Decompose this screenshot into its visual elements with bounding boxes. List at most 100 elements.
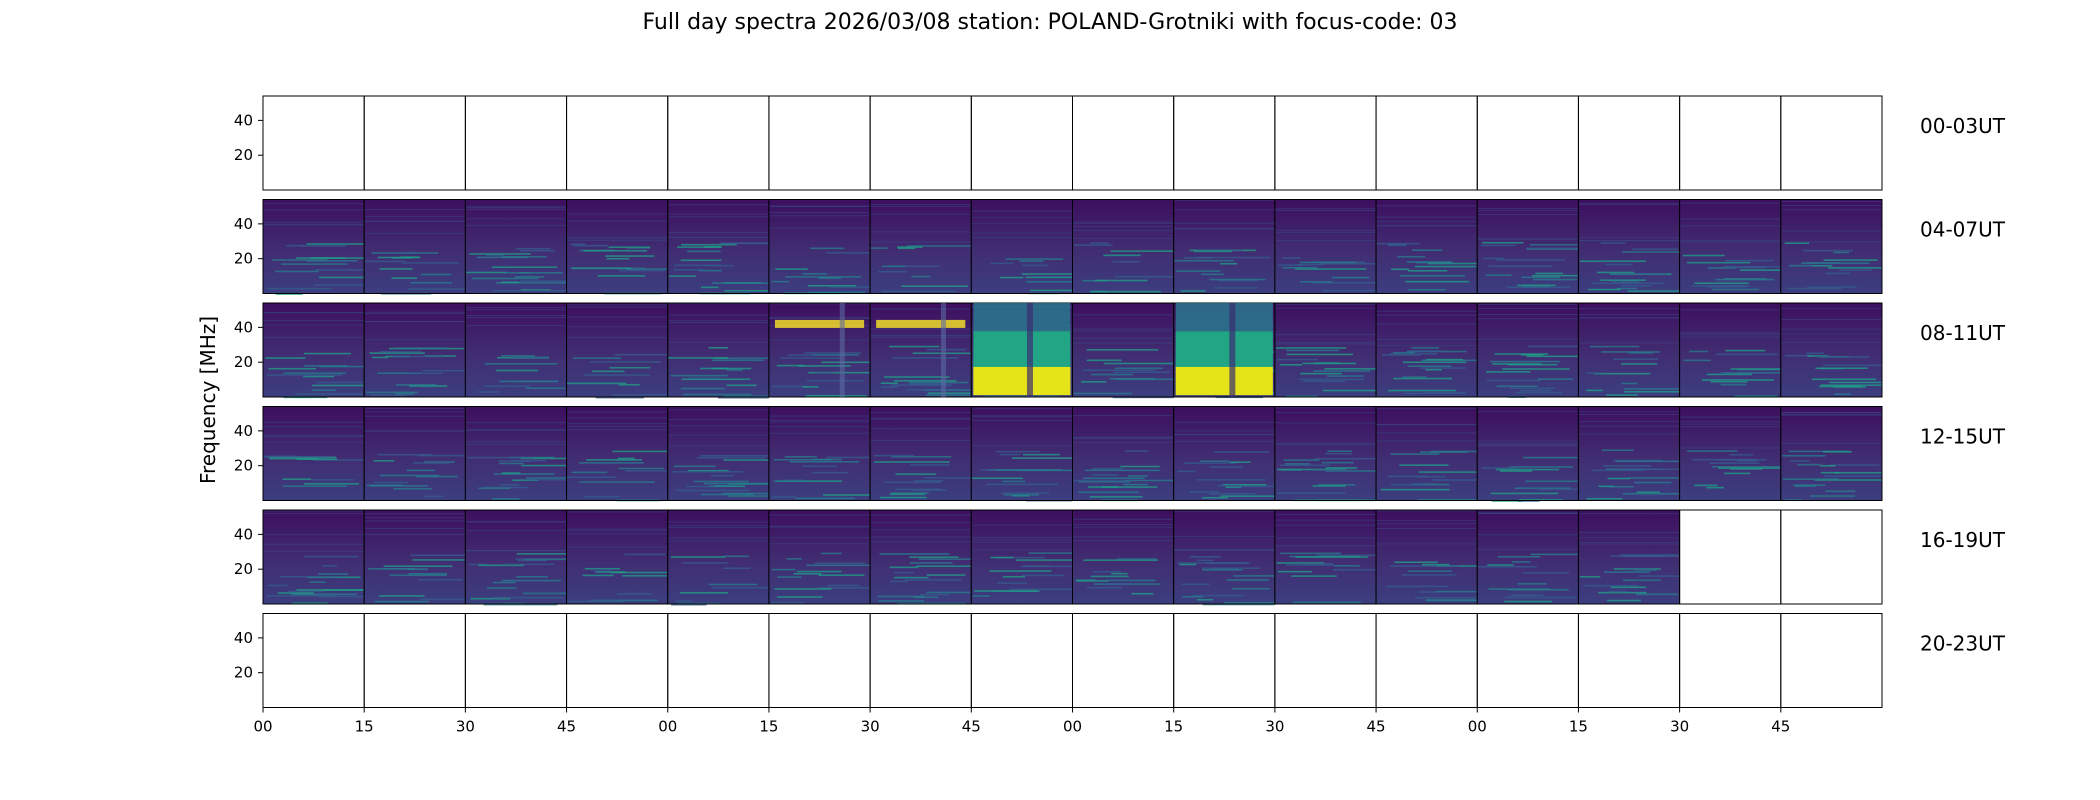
emission-line: [1810, 495, 1855, 497]
emission-line: [1495, 468, 1560, 471]
background-band: [1578, 411, 1680, 413]
emission-line: [593, 599, 658, 602]
spectrum-panel: [464, 302, 568, 398]
emission-line: [266, 594, 337, 597]
emission-line: [712, 586, 769, 589]
spectrum-panel: [1679, 95, 1782, 191]
spectrum-background: [1578, 199, 1680, 294]
emission-line: [1313, 370, 1371, 372]
emission-line: [1233, 575, 1275, 577]
emission-line: [374, 481, 408, 484]
emission-line: [1015, 559, 1073, 561]
emission-line: [1817, 356, 1870, 358]
panel-frame: [1780, 406, 1883, 501]
background-band: [667, 521, 769, 523]
panel-frame: [1577, 95, 1681, 191]
background-band: [1274, 232, 1377, 234]
emission-line: [823, 494, 871, 496]
background-band: [1274, 444, 1377, 446]
emission-line: [1009, 588, 1073, 591]
background-band: [971, 222, 1073, 224]
emission-line: [673, 269, 706, 271]
emission-line: [412, 559, 465, 561]
background-band: [1376, 225, 1478, 227]
emission-line: [820, 552, 842, 555]
background-band: [465, 316, 567, 318]
emission-line: [1295, 556, 1369, 558]
background-band: [971, 539, 1073, 541]
background-band: [1376, 205, 1478, 207]
background-band: [465, 315, 567, 317]
emission-line: [1487, 564, 1514, 566]
panel-frame: [1780, 509, 1883, 605]
background-band: [1072, 225, 1174, 227]
spectrum-panel: [1577, 302, 1681, 398]
spectrum-panel: [363, 406, 466, 501]
y-tick-label: 20: [234, 146, 253, 164]
emission-line: [726, 369, 743, 371]
spectrum-panel: [1375, 302, 1478, 398]
emission-line: [808, 291, 866, 294]
background-band: [1679, 337, 1781, 339]
spectrum-background: [667, 303, 769, 397]
background-band: [364, 311, 466, 313]
emission-line: [1482, 241, 1524, 244]
emission-line: [1636, 593, 1679, 596]
emission-line: [1510, 594, 1544, 597]
emission-line: [369, 352, 425, 354]
x-tick-label: 30: [1670, 718, 1689, 736]
background-band: [971, 536, 1073, 538]
background-band: [768, 317, 871, 319]
emission-line: [893, 571, 914, 574]
emission-line: [571, 471, 608, 474]
x-tick-label: 45: [1771, 718, 1790, 736]
emission-line: [1488, 265, 1553, 268]
emission-line: [1319, 262, 1376, 265]
emission-line: [1580, 260, 1646, 263]
emission-line: [920, 593, 950, 596]
background-band: [667, 341, 769, 343]
background-band: [667, 419, 769, 421]
background-band: [971, 416, 1073, 418]
background-band: [870, 213, 972, 215]
emission-line: [1802, 249, 1853, 252]
emission-line: [995, 450, 1041, 453]
emission-line: [582, 574, 614, 577]
x-tick-label: 00: [253, 718, 272, 736]
background-band: [1173, 433, 1275, 435]
emission-line: [519, 249, 555, 252]
background-band: [1274, 230, 1377, 232]
emission-line: [723, 395, 769, 398]
spectrum-panel: [1577, 613, 1681, 708]
emission-line: [424, 461, 455, 463]
background-band: [465, 207, 567, 209]
background-band: [1578, 543, 1680, 545]
emission-line: [275, 270, 319, 273]
background-band: [1780, 318, 1882, 320]
emission-line: [909, 383, 946, 386]
spectrum-background: [1578, 303, 1680, 397]
background-band: [566, 316, 668, 318]
y-tick-label: 40: [234, 525, 253, 543]
background-band: [1274, 407, 1377, 409]
spectrum-panel: [970, 613, 1073, 708]
background-band: [667, 445, 769, 447]
emission-line: [1286, 353, 1353, 356]
emission-line: [1325, 452, 1353, 455]
emission-line: [397, 347, 448, 350]
emission-line: [1716, 353, 1778, 356]
background-band: [1274, 545, 1377, 547]
background-band: [1173, 199, 1275, 201]
emission-line: [1526, 355, 1579, 358]
emission-line: [1615, 460, 1680, 463]
background-band: [566, 238, 668, 240]
background-band: [1072, 328, 1174, 330]
background-band: [1376, 543, 1478, 545]
emission-line: [409, 372, 443, 375]
emission-line: [1517, 500, 1540, 502]
emission-line: [303, 375, 335, 378]
emission-line: [1706, 486, 1725, 489]
background-band: [1477, 314, 1579, 316]
emission-line: [1597, 271, 1635, 274]
emission-line: [1124, 479, 1174, 482]
